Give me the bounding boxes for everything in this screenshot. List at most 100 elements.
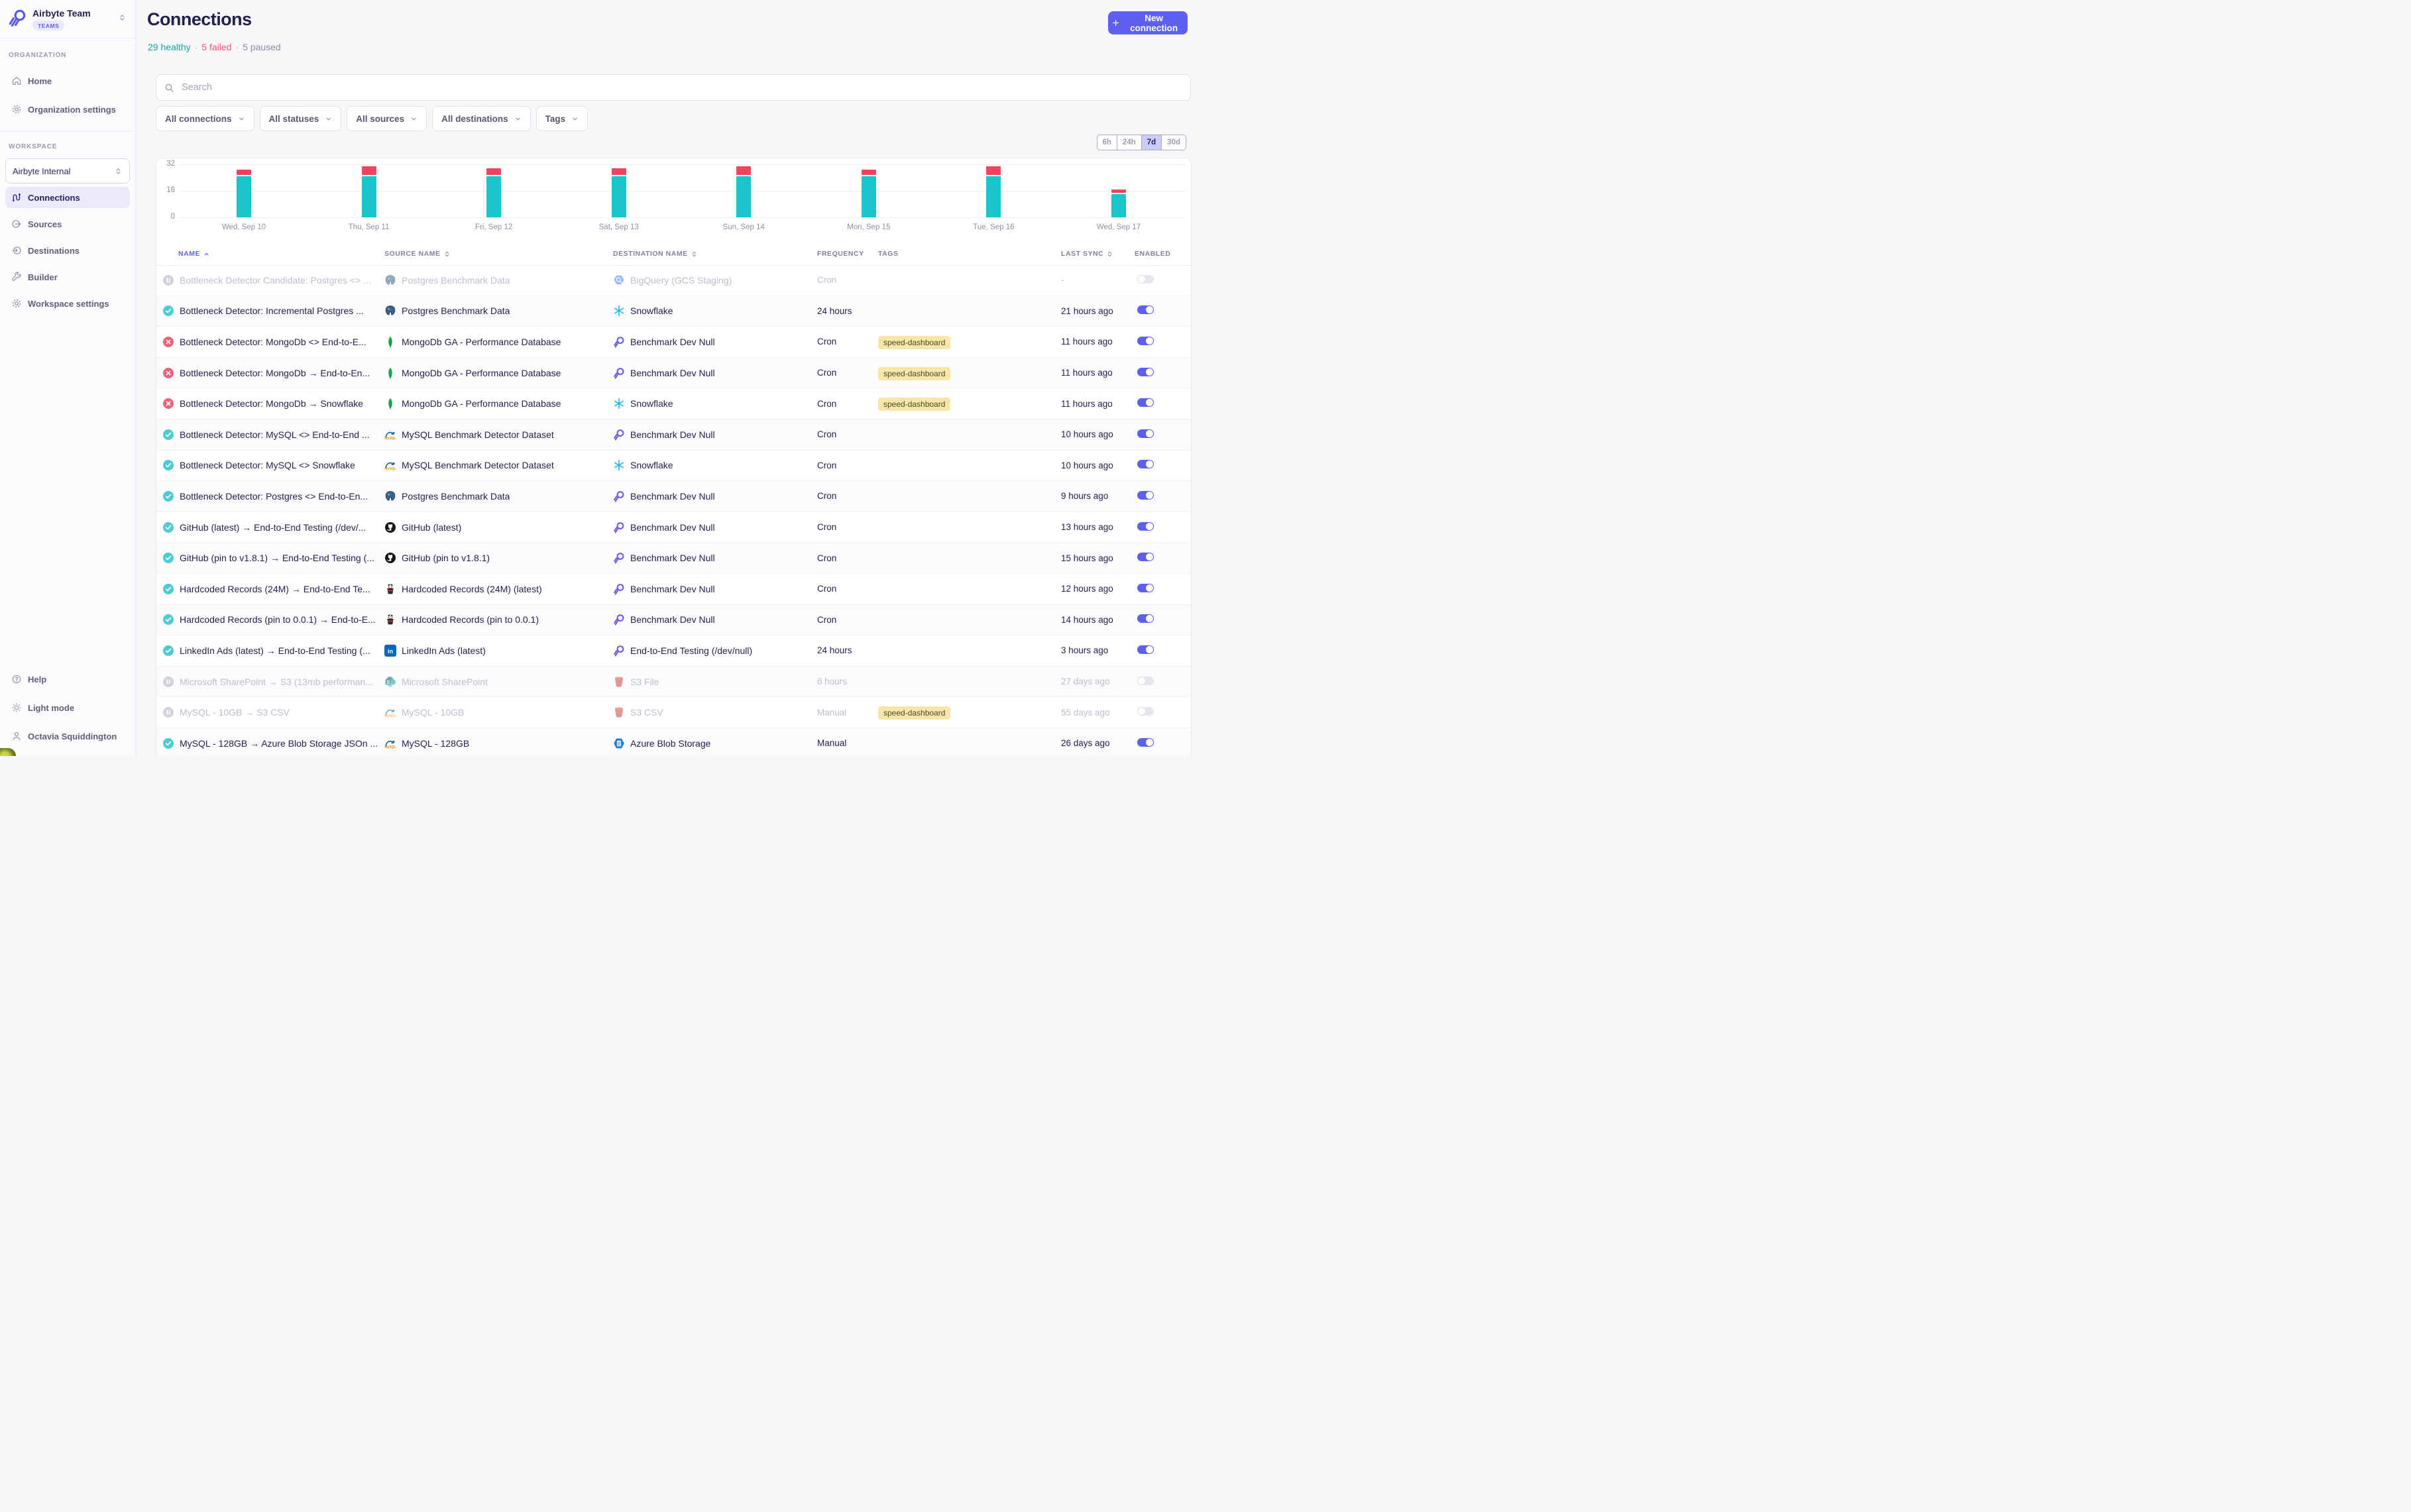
sidebar-item-label: Help xyxy=(28,675,46,684)
table-row[interactable]: Bottleneck Detector: MongoDb → Snowflake… xyxy=(156,388,1191,419)
team-switcher-chevron-updown-icon[interactable] xyxy=(118,13,127,22)
search-input[interactable] xyxy=(180,81,1190,93)
chart-bar-sun-sep-14[interactable] xyxy=(736,164,751,217)
enabled-toggle[interactable] xyxy=(1137,305,1154,314)
time-range-7d[interactable]: 7d xyxy=(1141,135,1161,150)
destination-cell: Benchmark Dev Null xyxy=(613,521,817,533)
sidebar-item-help[interactable]: Help xyxy=(5,669,130,690)
time-range-30d[interactable]: 30d xyxy=(1161,135,1186,150)
bar-segment-failed xyxy=(986,166,1001,175)
time-range-6h[interactable]: 6h xyxy=(1097,135,1117,150)
table-row[interactable]: LinkedIn Ads (latest) → End-to-End Testi… xyxy=(156,635,1191,667)
enabled-toggle[interactable] xyxy=(1137,522,1154,531)
postgres-icon xyxy=(384,305,396,317)
table-row[interactable]: Bottleneck Detector: MongoDb → End-to-En… xyxy=(156,358,1191,389)
column-header-name[interactable]: NAME xyxy=(156,250,384,258)
table-row[interactable]: Microsoft SharePoint → S3 (13mb performa… xyxy=(156,667,1191,698)
enabled-toggle[interactable] xyxy=(1137,460,1154,468)
enabled-toggle[interactable] xyxy=(1137,738,1154,747)
table-row[interactable]: Hardcoded Records (24M) → End-to-End Te.… xyxy=(156,574,1191,605)
column-header-destination-name[interactable]: DESTINATION NAME xyxy=(613,250,817,258)
enabled-toggle[interactable] xyxy=(1137,707,1154,716)
airbyte-icon xyxy=(613,490,625,502)
table-row[interactable]: Bottleneck Detector: MySQL <> SnowflakeM… xyxy=(156,451,1191,482)
column-header-source-name[interactable]: SOURCE NAME xyxy=(384,250,613,258)
sidebar-item-organization-settings[interactable]: Organization settings xyxy=(5,99,130,120)
filter-pill-tags[interactable]: Tags xyxy=(536,106,589,131)
table-row[interactable]: Bottleneck Detector Candidate: Postgres … xyxy=(156,265,1191,296)
table-row[interactable]: MySQL - 128GB → Azure Blob Storage JSOn … xyxy=(156,728,1191,756)
filter-pill-all-destinations[interactable]: All destinations xyxy=(432,106,531,131)
organization-section-label: ORGANIZATION xyxy=(9,52,66,59)
table-row[interactable]: Bottleneck Detector: MongoDb <> End-to-E… xyxy=(156,327,1191,358)
enabled-toggle[interactable] xyxy=(1137,614,1154,623)
table-row[interactable]: Bottleneck Detector: Postgres <> End-to-… xyxy=(156,481,1191,512)
table-row[interactable]: GitHub (latest) → End-to-End Testing (/d… xyxy=(156,512,1191,543)
chart-bar-tue-sep-16[interactable] xyxy=(986,164,1001,217)
status-paused-icon xyxy=(163,275,174,286)
workspace-selector[interactable]: Airbyte Internal xyxy=(5,158,130,184)
sidebar-item-builder[interactable]: Builder xyxy=(5,266,130,288)
filter-pill-all-connections[interactable]: All connections xyxy=(156,106,254,131)
enabled-toggle[interactable] xyxy=(1137,337,1154,345)
connection-name: Bottleneck Detector: MySQL <> Snowflake xyxy=(180,460,355,470)
search-icon xyxy=(164,83,174,93)
enabled-toggle[interactable] xyxy=(1137,584,1154,592)
enabled-toggle[interactable] xyxy=(1137,553,1154,561)
column-header-frequency[interactable]: FREQUENCY xyxy=(817,250,878,258)
table-row[interactable]: Bottleneck Detector: Incremental Postgre… xyxy=(156,296,1191,327)
source-cell: MongoDb GA - Performance Database xyxy=(384,336,613,348)
chart-x-tick: Wed, Sep 10 xyxy=(197,223,290,231)
chart-bar-fri-sep-12[interactable] xyxy=(486,164,501,217)
sidebar-item-connections[interactable]: Connections xyxy=(5,187,130,208)
sidebar-item-destinations[interactable]: Destinations xyxy=(5,240,130,261)
bar-segment-failed xyxy=(612,168,626,175)
chart-x-tick: Sat, Sep 13 xyxy=(573,223,665,231)
enabled-cell xyxy=(1135,398,1191,409)
source-cell: SMicrosoft SharePoint xyxy=(384,676,613,688)
chart-x-tick: Fri, Sep 12 xyxy=(447,223,540,231)
enabled-cell xyxy=(1135,614,1191,625)
column-header-enabled[interactable]: ENABLED xyxy=(1135,250,1191,258)
mysql-icon: MySQL xyxy=(384,429,396,441)
chart-bar-wed-sep-10[interactable] xyxy=(237,164,251,217)
table-row[interactable]: GitHub (pin to v1.8.1) → End-to-End Test… xyxy=(156,543,1191,574)
connection-name-cell: Bottleneck Detector: MongoDb → End-to-En… xyxy=(156,368,384,378)
table-row[interactable]: MySQL - 10GB → S3 CSVMySQLMySQL - 10GBS3… xyxy=(156,697,1191,728)
filter-pill-all-sources[interactable]: All sources xyxy=(347,106,427,131)
status-healthy-icon xyxy=(163,491,174,502)
sidebar-item-octavia-squiddington[interactable]: Octavia Squiddington xyxy=(5,726,130,747)
connection-name-cell: GitHub (latest) → End-to-End Testing (/d… xyxy=(156,522,384,533)
tags-cell: speed-dashboard xyxy=(878,337,1061,347)
gear-icon xyxy=(11,298,22,309)
table-row[interactable]: Bottleneck Detector: MySQL <> End-to-End… xyxy=(156,419,1191,451)
frequency-cell: Cron xyxy=(817,491,878,501)
chart-bar-wed-sep-17[interactable] xyxy=(1111,164,1126,217)
sidebar-item-sources[interactable]: Sources xyxy=(5,213,130,235)
enabled-toggle[interactable] xyxy=(1137,676,1154,685)
enabled-toggle[interactable] xyxy=(1137,429,1154,438)
chart-bar-sat-sep-13[interactable] xyxy=(612,164,626,217)
enabled-toggle[interactable] xyxy=(1137,645,1154,654)
column-header-last-sync[interactable]: LAST SYNC xyxy=(1061,250,1135,258)
enabled-cell xyxy=(1135,305,1191,316)
enabled-toggle[interactable] xyxy=(1137,398,1154,407)
sidebar-item-home[interactable]: Home xyxy=(5,70,130,91)
enabled-toggle[interactable] xyxy=(1137,491,1154,500)
time-range-24h[interactable]: 24h xyxy=(1117,135,1141,150)
filter-pill-all-statuses[interactable]: All statuses xyxy=(260,106,342,131)
new-connection-button[interactable]: New connection xyxy=(1108,11,1188,34)
sidebar-item-workspace-settings[interactable]: Workspace settings xyxy=(5,293,130,314)
enabled-toggle[interactable] xyxy=(1137,368,1154,376)
chart-bar-thu-sep-11[interactable] xyxy=(362,164,376,217)
source-cell: MySQLMySQL - 10GB xyxy=(384,706,613,718)
tags-cell: speed-dashboard xyxy=(878,707,1061,718)
status-healthy-icon xyxy=(163,460,174,470)
sidebar-item-light-mode[interactable]: Light mode xyxy=(5,697,130,718)
enabled-toggle[interactable] xyxy=(1137,275,1154,284)
column-header-label: ENABLED xyxy=(1135,250,1170,258)
source-cell: Hardcoded Records (pin to 0.0.1) xyxy=(384,614,613,625)
column-header-tags[interactable]: TAGS xyxy=(878,250,1061,258)
table-row[interactable]: Hardcoded Records (pin to 0.0.1) → End-t… xyxy=(156,605,1191,636)
chart-bar-mon-sep-15[interactable] xyxy=(862,164,876,217)
